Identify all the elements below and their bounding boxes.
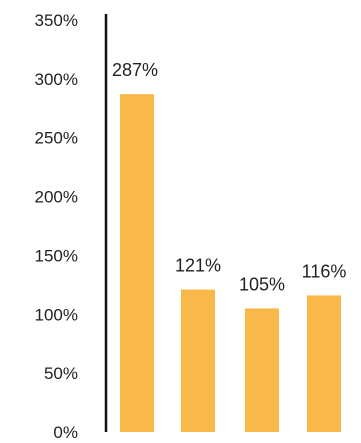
y-tick-label: 250% (35, 129, 78, 148)
bar (307, 295, 341, 432)
y-tick-label: 0% (53, 423, 78, 442)
data-labels: 287% 121% 105% 116% (112, 60, 346, 294)
y-tick-label: 50% (44, 364, 78, 383)
bar (120, 94, 154, 432)
y-tick-label: 200% (35, 188, 78, 207)
data-label: 287% (112, 60, 158, 80)
data-label: 105% (239, 274, 285, 294)
y-tick-label: 150% (35, 246, 78, 265)
data-label: 121% (175, 256, 221, 276)
data-label: 116% (302, 261, 347, 281)
y-axis-tick-labels: 0% 50% 100% 150% 200% 250% 300% 350% (35, 11, 78, 442)
y-tick-label: 300% (35, 70, 78, 89)
bar (245, 308, 279, 432)
bars (120, 94, 341, 432)
y-tick-label: 350% (35, 11, 78, 30)
y-tick-label: 100% (35, 305, 78, 324)
bar (181, 289, 215, 432)
